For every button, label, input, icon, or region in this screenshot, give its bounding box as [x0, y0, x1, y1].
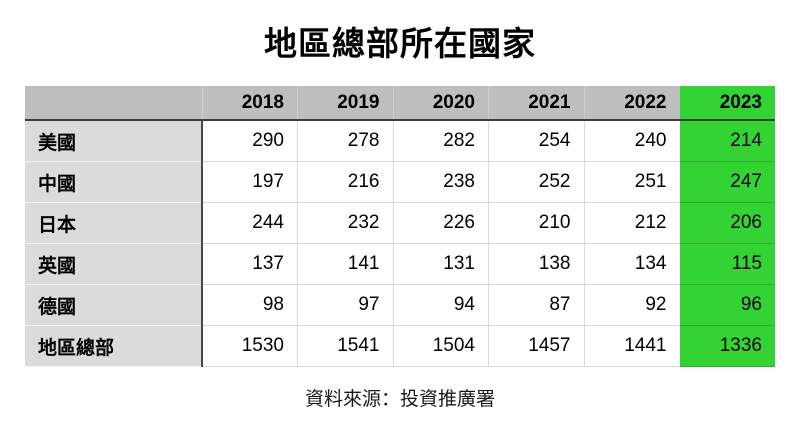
- value-cell: 1541: [297, 325, 393, 367]
- value-cell: 238: [392, 161, 489, 203]
- value-cell: 1504: [392, 325, 489, 367]
- value-cell: 94: [392, 284, 489, 326]
- table-row-germany: 德國 98 97 94 87 92 96: [25, 284, 775, 326]
- value-cell: 87: [488, 284, 584, 326]
- value-cell: 252: [488, 161, 584, 203]
- value-cell: 134: [583, 243, 680, 285]
- table-row-china: 中國 197 216 238 252 251 247: [25, 161, 775, 203]
- year-header-2023-highlighted: 2023: [679, 86, 775, 121]
- row-label: 地區總部: [25, 325, 203, 367]
- value-cell: 278: [297, 120, 393, 162]
- value-cell: 1530: [201, 325, 298, 367]
- table-row-total: 地區總部 1530 1541 1504 1457 1441 1336: [25, 325, 775, 367]
- highlight-value-cell: 214: [679, 120, 775, 162]
- value-cell: 240: [583, 120, 680, 162]
- value-cell: 197: [201, 161, 298, 203]
- value-cell: 138: [488, 243, 584, 285]
- row-label: 英國: [25, 243, 203, 285]
- table-row-japan: 日本 244 232 226 210 212 206: [25, 202, 775, 244]
- row-label: 美國: [25, 120, 203, 162]
- value-cell: 226: [392, 202, 489, 244]
- value-cell: 97: [297, 284, 393, 326]
- value-cell: 98: [201, 284, 298, 326]
- page-title: 地區總部所在國家: [264, 25, 536, 62]
- value-cell: 232: [297, 202, 393, 244]
- value-cell: 251: [583, 161, 680, 203]
- row-label: 日本: [25, 202, 203, 244]
- row-label: 中國: [25, 161, 203, 203]
- value-cell: 1457: [488, 325, 584, 367]
- year-header-2021: 2021: [488, 86, 584, 121]
- year-header-2020: 2020: [392, 86, 489, 121]
- highlight-value-cell: 115: [679, 243, 775, 285]
- year-header-2019: 2019: [297, 86, 393, 121]
- highlight-value-cell: 247: [679, 161, 775, 203]
- highlight-value-cell: 206: [679, 202, 775, 244]
- value-cell: 92: [583, 284, 680, 326]
- value-cell: 244: [201, 202, 298, 244]
- table-row-usa: 美國 290 278 282 254 240 214: [25, 120, 775, 162]
- value-cell: 137: [201, 243, 298, 285]
- value-cell: 290: [201, 120, 298, 162]
- value-cell: 282: [392, 120, 489, 162]
- source-note: 資料來源：投資推廣署: [304, 389, 495, 410]
- highlight-value-cell: 96: [679, 284, 775, 326]
- year-header-2018: 2018: [201, 86, 298, 121]
- value-cell: 216: [297, 161, 393, 203]
- corner-header-cell: [25, 86, 202, 121]
- value-cell: 131: [392, 243, 489, 285]
- value-cell: 210: [488, 202, 584, 244]
- value-cell: 212: [583, 202, 680, 244]
- value-cell: 141: [297, 243, 393, 285]
- value-cell: 254: [488, 120, 584, 162]
- highlight-value-cell: 1336: [679, 325, 775, 367]
- table-row-uk: 英國 137 141 131 138 134 115: [25, 243, 775, 285]
- table-header-row: 2018 2019 2020 2021 2022 2023: [25, 86, 775, 121]
- value-cell: 1441: [583, 325, 680, 367]
- year-header-2022: 2022: [583, 86, 680, 121]
- data-table: 2018 2019 2020 2021 2022 2023 美國 290 278…: [25, 86, 775, 367]
- row-label: 德國: [25, 284, 203, 326]
